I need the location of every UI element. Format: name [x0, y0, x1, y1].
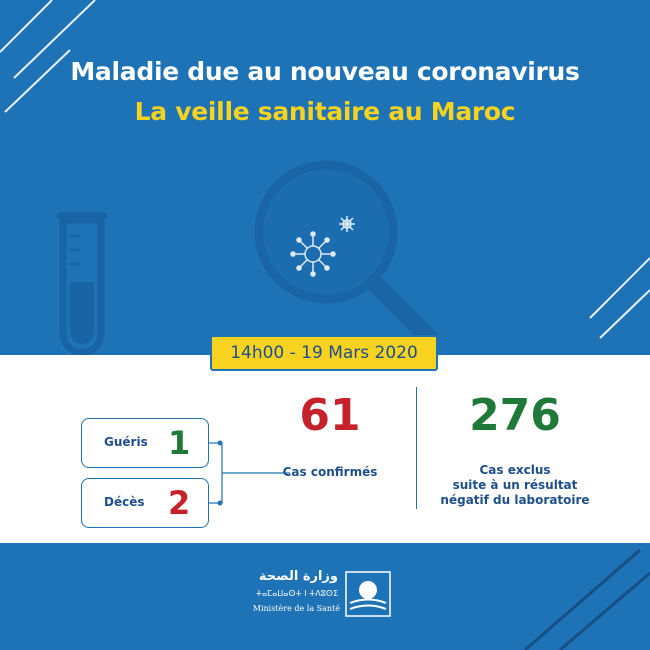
ministry-tifinagh: ⵜⴰⵎⴰⵡⴰⵙⵜ ⵏ ⵜⴷⵓⵙⵉ — [255, 589, 338, 598]
excluded-label-line-2: suite à un résultat — [452, 478, 578, 492]
excluded-label: Cas exclus suite à un résultat négatif d… — [430, 463, 600, 508]
confirmed-label: Cas confirmés — [282, 465, 378, 479]
ministry-arabic: وزارة الصحة — [258, 569, 338, 584]
confirmed-count: 61 — [299, 390, 361, 441]
page-title: Maladie due au nouveau coronavirus — [70, 57, 580, 86]
excluded-label-line-3: négatif du laboratoire — [440, 493, 590, 507]
deaths-box: Décès 2 — [81, 478, 209, 528]
divider — [416, 387, 417, 509]
ministry-french: Ministère de la Santé — [252, 604, 340, 613]
deaths-label: Décès — [104, 495, 145, 509]
deaths-count: 2 — [168, 484, 191, 522]
recovered-box: Guéris 1 — [81, 418, 209, 468]
recovered-label: Guéris — [104, 435, 148, 449]
page-subtitle: La veille sanitaire au Maroc — [134, 97, 516, 126]
excluded-count: 276 — [469, 390, 561, 441]
date-badge: 14h00 - 19 Mars 2020 — [210, 335, 438, 371]
excluded-label-line-1: Cas exclus — [479, 463, 551, 477]
recovered-count: 1 — [168, 424, 191, 462]
